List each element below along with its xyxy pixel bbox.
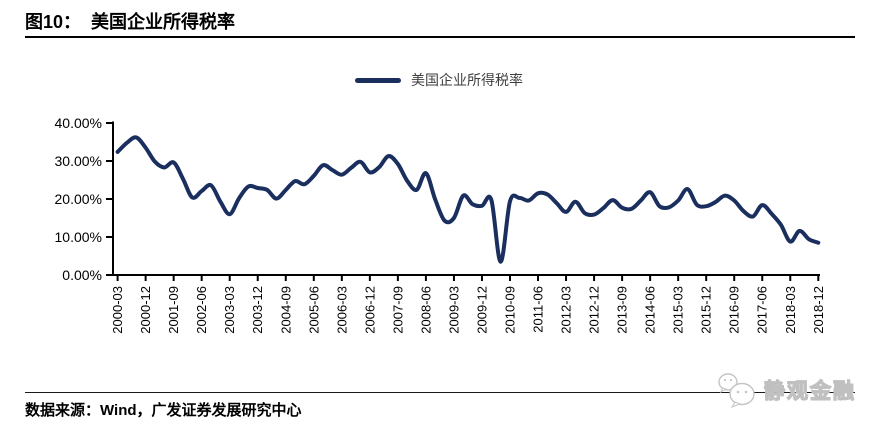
svg-text:2000-12: 2000-12 [138,286,153,334]
svg-text:2015-12: 2015-12 [699,286,714,334]
legend-label: 美国企业所得税率 [411,72,523,88]
svg-text:2001-09: 2001-09 [166,286,181,334]
data-source: 数据来源：Wind，广发证券发展研究中心 [25,402,302,419]
footer-divider [25,392,855,393]
wechat-icon [718,373,755,408]
legend-line-swatch [355,77,401,83]
title-divider [25,36,855,38]
watermark: 静观金融 [714,370,856,410]
figure-title: 图10： 美国企业所得税率 [25,8,235,34]
svg-text:2003-12: 2003-12 [250,286,265,334]
svg-text:2014-06: 2014-06 [643,286,658,334]
svg-text:2018-12: 2018-12 [811,286,826,334]
svg-text:2011-06: 2011-06 [531,286,546,333]
svg-text:2009-03: 2009-03 [446,286,461,334]
svg-text:2010-09: 2010-09 [502,286,517,334]
svg-text:2006-12: 2006-12 [362,286,377,334]
figure-number: 图10： [25,12,82,32]
svg-text:2006-03: 2006-03 [334,286,349,334]
svg-text:2016-09: 2016-09 [727,286,742,334]
svg-text:30.00%: 30.00% [55,153,102,169]
svg-text:2013-09: 2013-09 [615,286,630,334]
svg-text:2012-12: 2012-12 [587,286,602,334]
svg-text:40.00%: 40.00% [55,115,102,131]
svg-text:2004-09: 2004-09 [278,286,293,334]
svg-text:2017-06: 2017-06 [755,286,770,334]
svg-text:0.00%: 0.00% [62,267,102,283]
svg-text:2000-03: 2000-03 [110,286,125,334]
svg-text:20.00%: 20.00% [55,191,102,207]
svg-text:2002-06: 2002-06 [194,286,209,334]
svg-text:2015-03: 2015-03 [671,286,686,334]
watermark-label: 静观金融 [763,379,856,403]
svg-text:10.00%: 10.00% [55,229,102,245]
svg-text:2009-12: 2009-12 [474,286,489,334]
figure-title-text: 美国企业所得税率 [91,12,236,32]
svg-text:2018-03: 2018-03 [783,286,798,334]
svg-text:2007-09: 2007-09 [390,286,405,334]
svg-text:2012-03: 2012-03 [559,286,574,334]
svg-text:2005-06: 2005-06 [306,286,321,334]
svg-text:2003-03: 2003-03 [222,286,237,334]
legend: 美国企业所得税率 [0,70,878,90]
svg-text:2008-06: 2008-06 [418,286,433,334]
